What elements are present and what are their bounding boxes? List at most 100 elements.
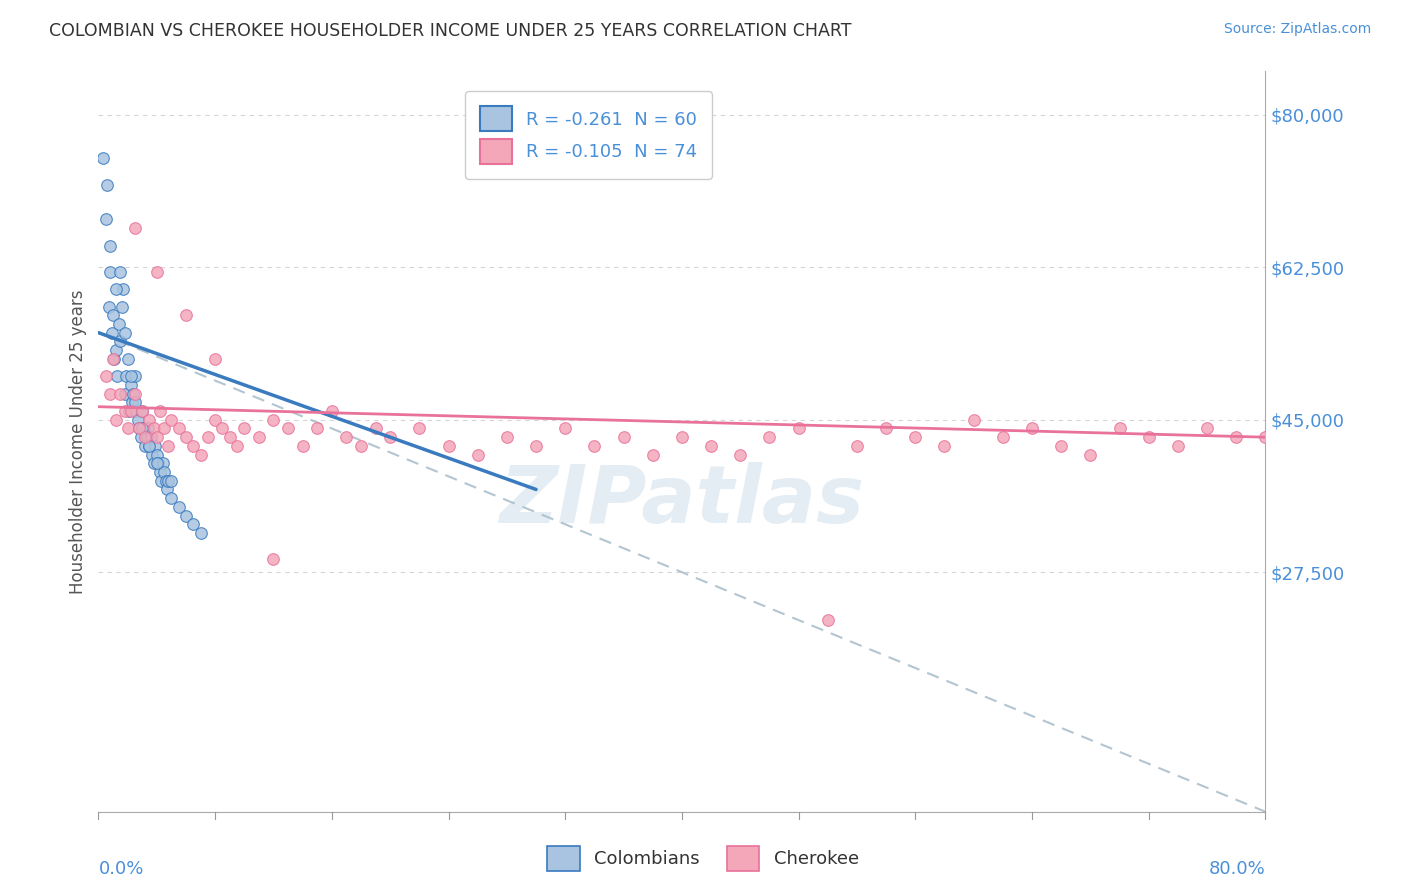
Point bbox=[149, 465, 172, 479]
Legend: Colombians, Cherokee: Colombians, Cherokee bbox=[540, 838, 866, 879]
Point bbox=[132, 421, 155, 435]
Point bbox=[118, 404, 141, 418]
Point bbox=[101, 308, 124, 322]
Y-axis label: Householder Income Under 25 years: Householder Income Under 25 years bbox=[69, 289, 87, 594]
Point bbox=[197, 430, 219, 444]
Point bbox=[103, 351, 125, 366]
Point bbox=[112, 282, 135, 296]
Point bbox=[138, 439, 160, 453]
Point bbox=[157, 474, 180, 488]
Point bbox=[146, 265, 169, 279]
Point bbox=[496, 430, 519, 444]
Point bbox=[904, 430, 927, 444]
Point bbox=[1167, 439, 1189, 453]
Point bbox=[211, 421, 233, 435]
Point bbox=[991, 430, 1014, 444]
Point bbox=[129, 430, 152, 444]
Point bbox=[758, 430, 780, 444]
Point bbox=[134, 430, 156, 444]
Point bbox=[141, 448, 163, 462]
Point bbox=[1050, 439, 1073, 453]
Point bbox=[174, 308, 197, 322]
Point bbox=[120, 404, 142, 418]
Point bbox=[94, 369, 117, 384]
Point bbox=[157, 439, 180, 453]
Point bbox=[787, 421, 810, 435]
Point bbox=[114, 326, 136, 340]
Point bbox=[190, 526, 212, 541]
Point bbox=[136, 421, 159, 435]
Point bbox=[583, 439, 606, 453]
Point bbox=[124, 395, 146, 409]
Point bbox=[155, 474, 177, 488]
Point bbox=[1225, 430, 1247, 444]
Point bbox=[125, 404, 148, 418]
Point bbox=[146, 456, 169, 470]
Point bbox=[97, 300, 120, 314]
Point bbox=[117, 421, 139, 435]
Point bbox=[934, 439, 956, 453]
Point bbox=[218, 430, 240, 444]
Point bbox=[160, 413, 183, 427]
Point bbox=[1021, 421, 1043, 435]
Point bbox=[817, 613, 839, 627]
Point bbox=[291, 439, 314, 453]
Point bbox=[307, 421, 329, 435]
Text: COLOMBIAN VS CHEROKEE HOUSEHOLDER INCOME UNDER 25 YEARS CORRELATION CHART: COLOMBIAN VS CHEROKEE HOUSEHOLDER INCOME… bbox=[49, 22, 852, 40]
Point bbox=[153, 465, 176, 479]
Point bbox=[98, 238, 121, 252]
Point bbox=[1195, 421, 1218, 435]
Point bbox=[190, 448, 212, 462]
Point bbox=[174, 508, 197, 523]
Point bbox=[612, 430, 634, 444]
Point bbox=[181, 517, 204, 532]
Text: ZIPatlas: ZIPatlas bbox=[499, 462, 865, 540]
Point bbox=[142, 421, 165, 435]
Point bbox=[146, 430, 169, 444]
Point bbox=[111, 300, 134, 314]
Point bbox=[1137, 430, 1160, 444]
Point bbox=[156, 483, 179, 497]
Point bbox=[120, 378, 142, 392]
Point bbox=[135, 430, 157, 444]
Point bbox=[167, 421, 190, 435]
Point bbox=[104, 343, 127, 357]
Point bbox=[120, 369, 142, 384]
Point bbox=[335, 430, 357, 444]
Point bbox=[131, 404, 153, 418]
Point bbox=[204, 413, 226, 427]
Point bbox=[124, 221, 146, 235]
Point bbox=[467, 448, 489, 462]
Point bbox=[110, 334, 132, 349]
Point bbox=[181, 439, 204, 453]
Point bbox=[114, 404, 136, 418]
Point bbox=[149, 404, 172, 418]
Point bbox=[128, 421, 150, 435]
Point bbox=[91, 152, 114, 166]
Point bbox=[524, 439, 547, 453]
Point bbox=[100, 326, 122, 340]
Point bbox=[131, 404, 153, 418]
Point bbox=[94, 212, 117, 227]
Point bbox=[364, 421, 387, 435]
Point bbox=[134, 439, 156, 453]
Point bbox=[122, 386, 145, 401]
Point bbox=[115, 369, 138, 384]
Point bbox=[117, 351, 139, 366]
Point bbox=[671, 430, 693, 444]
Point bbox=[730, 448, 752, 462]
Point bbox=[437, 439, 460, 453]
Point bbox=[98, 386, 121, 401]
Point bbox=[146, 448, 169, 462]
Point bbox=[114, 386, 136, 401]
Point bbox=[152, 456, 174, 470]
Point bbox=[1080, 448, 1102, 462]
Text: Source: ZipAtlas.com: Source: ZipAtlas.com bbox=[1223, 22, 1371, 37]
Point bbox=[96, 178, 118, 192]
Point bbox=[204, 351, 226, 366]
Point bbox=[350, 439, 373, 453]
Point bbox=[104, 413, 127, 427]
Point bbox=[124, 369, 146, 384]
Point bbox=[247, 430, 270, 444]
Point bbox=[262, 552, 284, 566]
